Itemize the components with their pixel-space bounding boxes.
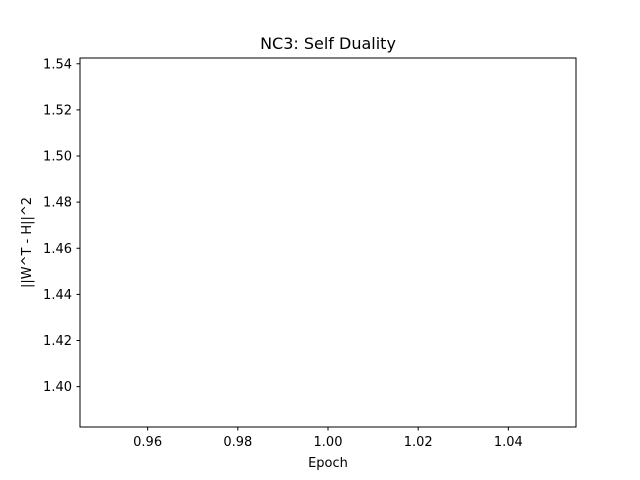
x-axis-ticks: 0.96 0.98 1.00 1.02 1.04 xyxy=(133,427,523,450)
y-tick-label: 1.40 xyxy=(43,380,72,395)
plot-area-frame xyxy=(79,57,577,428)
x-tick-label: 0.96 xyxy=(133,435,162,450)
x-axis-label: Epoch xyxy=(308,456,348,471)
chart-title: NC3: Self Duality xyxy=(260,34,396,53)
x-tick-label: 1.04 xyxy=(494,435,523,450)
y-tick-label: 1.44 xyxy=(43,288,72,303)
y-tick-label: 1.50 xyxy=(43,150,72,165)
y-tick-label: 1.46 xyxy=(43,242,72,257)
x-tick-label: 0.98 xyxy=(223,435,252,450)
y-axis-ticks: 1.40 1.42 1.44 1.46 1.48 1.50 1.52 1.54 xyxy=(43,57,80,395)
y-tick-label: 1.48 xyxy=(43,196,72,211)
x-tick-label: 1.02 xyxy=(404,435,433,450)
y-axis-label: ||W^T - H||^2 xyxy=(20,197,35,288)
y-tick-label: 1.52 xyxy=(43,103,72,118)
y-tick-label: 1.54 xyxy=(43,57,72,72)
y-tick-label: 1.42 xyxy=(43,334,72,349)
x-tick-label: 1.00 xyxy=(314,435,343,450)
